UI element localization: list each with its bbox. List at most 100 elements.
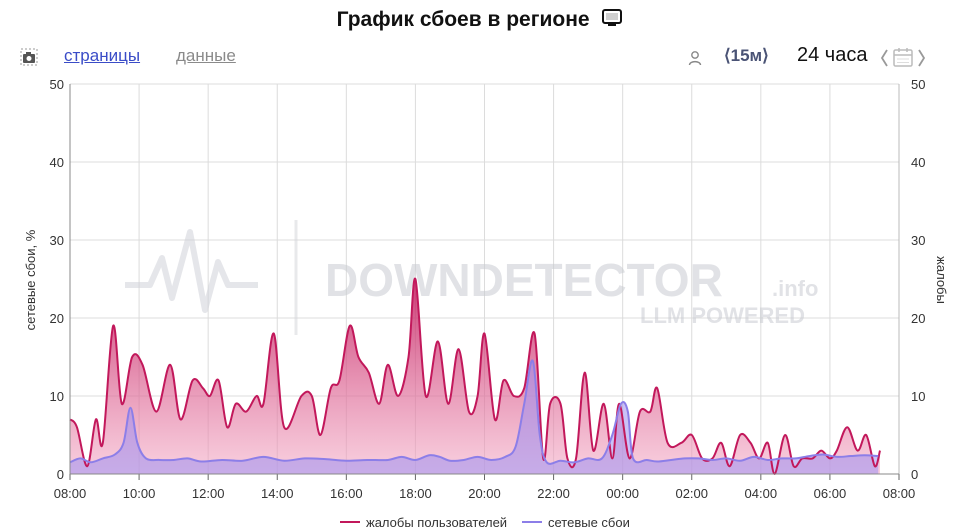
data-point-network[interactable] bbox=[631, 456, 635, 460]
data-point-complaints[interactable] bbox=[873, 464, 877, 468]
data-point-complaints[interactable] bbox=[407, 355, 411, 359]
data-point-complaints[interactable] bbox=[828, 456, 832, 460]
data-point-complaints[interactable] bbox=[700, 456, 704, 460]
data-point-network[interactable] bbox=[862, 453, 866, 457]
data-point-network[interactable] bbox=[438, 455, 442, 459]
data-point-network[interactable] bbox=[199, 460, 203, 464]
data-point-network[interactable] bbox=[78, 456, 82, 460]
data-point-complaints[interactable] bbox=[467, 410, 471, 414]
data-point-complaints[interactable] bbox=[329, 386, 333, 390]
data-point-complaints[interactable] bbox=[483, 332, 487, 336]
user-icon[interactable] bbox=[688, 50, 702, 71]
data-point-network[interactable] bbox=[135, 441, 139, 445]
data-point-complaints[interactable] bbox=[130, 355, 134, 359]
data-point-network[interactable] bbox=[413, 458, 417, 462]
data-point-complaints[interactable] bbox=[94, 417, 98, 421]
data-point-complaints[interactable] bbox=[655, 386, 659, 390]
monitor-icon[interactable] bbox=[601, 8, 623, 34]
series-line-network[interactable] bbox=[69, 359, 879, 465]
data-point-network[interactable] bbox=[780, 456, 784, 460]
data-point-network[interactable] bbox=[220, 458, 224, 462]
data-point-complaints[interactable] bbox=[396, 394, 400, 398]
data-point-complaints[interactable] bbox=[856, 449, 860, 453]
data-point-network[interactable] bbox=[172, 458, 176, 462]
data-point-complaints[interactable] bbox=[282, 425, 286, 429]
data-point-complaints[interactable] bbox=[602, 402, 606, 406]
data-point-complaints[interactable] bbox=[234, 402, 238, 406]
data-point-complaints[interactable] bbox=[738, 433, 742, 437]
data-point-network[interactable] bbox=[697, 456, 701, 460]
data-point-complaints[interactable] bbox=[591, 449, 595, 453]
data-point-network[interactable] bbox=[849, 454, 853, 458]
data-point-complaints[interactable] bbox=[318, 433, 322, 437]
data-point-complaints[interactable] bbox=[835, 449, 839, 453]
data-point-complaints[interactable] bbox=[533, 332, 537, 336]
data-point-complaints[interactable] bbox=[648, 410, 652, 414]
data-point-complaints[interactable] bbox=[845, 425, 849, 429]
data-point-complaints[interactable] bbox=[800, 456, 804, 460]
data-point-complaints[interactable] bbox=[638, 410, 642, 414]
data-point-complaints[interactable] bbox=[757, 456, 761, 460]
data-point-network[interactable] bbox=[600, 456, 604, 460]
data-point-complaints[interactable] bbox=[436, 339, 440, 343]
data-point-network[interactable] bbox=[261, 455, 265, 459]
data-point-complaints[interactable] bbox=[272, 332, 276, 336]
data-point-network[interactable] bbox=[144, 456, 148, 460]
data-point-complaints[interactable] bbox=[476, 394, 480, 398]
data-point-network[interactable] bbox=[522, 402, 526, 406]
data-point-complaints[interactable] bbox=[541, 456, 545, 460]
data-point-complaints[interactable] bbox=[512, 394, 516, 398]
data-point-network[interactable] bbox=[752, 455, 756, 459]
data-point-network[interactable] bbox=[538, 433, 542, 437]
data-point-network[interactable] bbox=[655, 460, 659, 464]
data-point-complaints[interactable] bbox=[610, 456, 614, 460]
data-point-complaints[interactable] bbox=[501, 378, 505, 382]
data-point-complaints[interactable] bbox=[377, 402, 381, 406]
data-point-complaints[interactable] bbox=[85, 464, 89, 468]
data-point-complaints[interactable] bbox=[141, 363, 145, 367]
data-point-network[interactable] bbox=[89, 460, 93, 464]
data-point-network[interactable] bbox=[793, 456, 797, 460]
series-line-complaints[interactable] bbox=[69, 277, 881, 476]
data-point-network[interactable] bbox=[303, 456, 307, 460]
data-point-complaints[interactable] bbox=[748, 441, 752, 445]
data-point-complaints[interactable] bbox=[101, 441, 105, 445]
interval-selector[interactable]: ⟨15м⟩ bbox=[724, 46, 769, 65]
data-point-network[interactable] bbox=[476, 455, 480, 459]
data-point-network[interactable] bbox=[241, 459, 245, 463]
data-point-network[interactable] bbox=[558, 459, 562, 463]
data-point-network[interactable] bbox=[514, 445, 518, 449]
data-point-complaints[interactable] bbox=[493, 417, 497, 421]
data-point-network[interactable] bbox=[365, 458, 369, 462]
data-point-network[interactable] bbox=[128, 406, 132, 410]
data-point-complaints[interactable] bbox=[574, 456, 578, 460]
data-point-network[interactable] bbox=[669, 458, 673, 462]
data-point-complaints[interactable] bbox=[719, 441, 723, 445]
data-point-complaints[interactable] bbox=[565, 456, 569, 460]
data-point-network[interactable] bbox=[531, 359, 535, 363]
data-point-network[interactable] bbox=[876, 454, 880, 458]
data-point-complaints[interactable] bbox=[728, 464, 732, 468]
data-point-complaints[interactable] bbox=[310, 394, 314, 398]
data-point-network[interactable] bbox=[324, 457, 328, 461]
data-point-network[interactable] bbox=[489, 458, 493, 462]
data-point-network[interactable] bbox=[619, 402, 623, 406]
data-point-complaints[interactable] bbox=[413, 277, 417, 281]
data-point-complaints[interactable] bbox=[168, 363, 172, 367]
data-point-complaints[interactable] bbox=[201, 386, 205, 390]
data-point-complaints[interactable] bbox=[666, 441, 670, 445]
range-selector[interactable]: 24 часа bbox=[797, 44, 868, 66]
data-point-complaints[interactable] bbox=[878, 449, 882, 453]
data-point-complaints[interactable] bbox=[811, 456, 815, 460]
data-point-complaints[interactable] bbox=[299, 394, 303, 398]
data-point-network[interactable] bbox=[503, 455, 507, 459]
data-point-network[interactable] bbox=[821, 453, 825, 457]
data-point-complaints[interactable] bbox=[679, 441, 683, 445]
tab-data[interactable]: данные bbox=[176, 46, 236, 65]
data-point-network[interactable] bbox=[807, 454, 811, 458]
data-point-network[interactable] bbox=[710, 458, 714, 462]
data-point-complaints[interactable] bbox=[690, 433, 694, 437]
data-point-complaints[interactable] bbox=[191, 378, 195, 382]
data-point-complaints[interactable] bbox=[208, 394, 212, 398]
data-point-complaints[interactable] bbox=[548, 402, 552, 406]
